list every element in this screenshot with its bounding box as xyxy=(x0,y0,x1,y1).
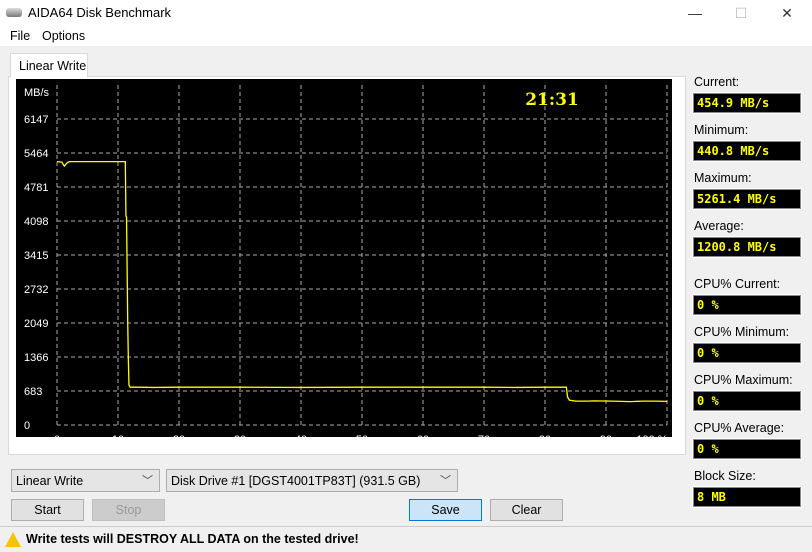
save-button[interactable]: Save xyxy=(409,499,482,521)
title-bar: AIDA64 Disk Benchmark — ☐ ✕ xyxy=(0,0,812,26)
y-tick-label: 0 xyxy=(24,420,30,432)
drive-select[interactable]: Disk Drive #1 [DGST4001TP83T] (931.5 GB)… xyxy=(166,469,458,492)
drive-select-value: Disk Drive #1 [DGST4001TP83T] (931.5 GB) xyxy=(171,474,421,488)
stat-label: Average: xyxy=(694,219,744,233)
stat-label: Block Size: xyxy=(694,469,756,483)
stat-value: 0 % xyxy=(692,438,802,460)
x-tick-label: 10 xyxy=(112,434,124,437)
start-button[interactable]: Start xyxy=(11,499,84,521)
chevron-down-icon: ﹀ xyxy=(440,475,451,487)
chevron-down-icon: ﹀ xyxy=(142,475,153,487)
status-bar: Write tests will DESTROY ALL DATA on the… xyxy=(0,526,812,552)
stat-label: Maximum: xyxy=(694,171,752,185)
stat-value: 454.9 MB/s xyxy=(692,92,802,114)
x-tick-label: 100 % xyxy=(636,434,667,437)
x-tick-label: 50 xyxy=(356,434,368,437)
x-tick-label: 70 xyxy=(478,434,490,437)
y-tick-label: 2732 xyxy=(24,284,48,296)
test-select-value: Linear Write xyxy=(16,474,84,488)
stat-value: 8 MB xyxy=(692,486,802,508)
stat-value: 0 % xyxy=(692,390,802,412)
x-tick-label: 20 xyxy=(173,434,185,437)
warning-icon xyxy=(5,532,21,547)
stat-value: 0 % xyxy=(692,342,802,364)
stop-button[interactable]: Stop xyxy=(92,499,165,521)
x-tick-label: 60 xyxy=(417,434,429,437)
stat-label: CPU% Current: xyxy=(694,277,781,291)
stat-label: Current: xyxy=(694,75,740,89)
series-line xyxy=(56,161,668,403)
y-tick-label: 1366 xyxy=(24,352,48,364)
stat-value: 440.8 MB/s xyxy=(692,140,802,162)
y-tick-label: 4781 xyxy=(24,182,48,194)
window-title: AIDA64 Disk Benchmark xyxy=(28,5,172,20)
y-tick-label: 2049 xyxy=(24,318,48,330)
y-tick-label: 4098 xyxy=(24,216,48,228)
x-tick-label: 40 xyxy=(295,434,307,437)
y-tick-label: 6147 xyxy=(24,114,48,126)
menu-file[interactable]: File xyxy=(10,29,31,43)
menu-options[interactable]: Options xyxy=(42,29,86,43)
x-tick-label: 30 xyxy=(234,434,246,437)
y-tick-label: 3415 xyxy=(24,250,48,262)
stat-label: CPU% Maximum: xyxy=(694,373,793,387)
clear-button[interactable]: Clear xyxy=(490,499,563,521)
elapsed-timer: 21:31 xyxy=(525,90,579,110)
close-button[interactable]: ✕ xyxy=(781,5,793,21)
disk-icon xyxy=(6,8,22,17)
tab-linear-write[interactable]: Linear Write xyxy=(10,53,88,77)
x-tick-label: 80 xyxy=(539,434,551,437)
stat-label: CPU% Minimum: xyxy=(694,325,790,339)
benchmark-chart: 0 683 1366 2049 2732 3415 4098 4781 5464 6147 0 10 2… xyxy=(16,79,672,437)
x-tick-label: 0 xyxy=(54,434,60,437)
maximize-button[interactable]: ☐ xyxy=(734,5,748,21)
test-select[interactable]: Linear Write ﹀ xyxy=(11,469,160,492)
y-axis-label: MB/s xyxy=(24,87,50,99)
minimize-button[interactable]: — xyxy=(688,5,702,21)
stat-label: CPU% Average: xyxy=(694,421,785,435)
x-tick-label: 90 xyxy=(600,434,612,437)
stat-value: 1200.8 MB/s xyxy=(692,236,802,258)
stat-label: Minimum: xyxy=(694,123,749,137)
y-tick-label: 683 xyxy=(24,386,42,398)
warning-text: Write tests will DESTROY ALL DATA on the… xyxy=(26,532,359,546)
menu-bar: File Options xyxy=(0,26,812,46)
y-tick-label: 5464 xyxy=(24,148,48,160)
stat-value: 0 % xyxy=(692,294,802,316)
stat-value: 5261.4 MB/s xyxy=(692,188,802,210)
